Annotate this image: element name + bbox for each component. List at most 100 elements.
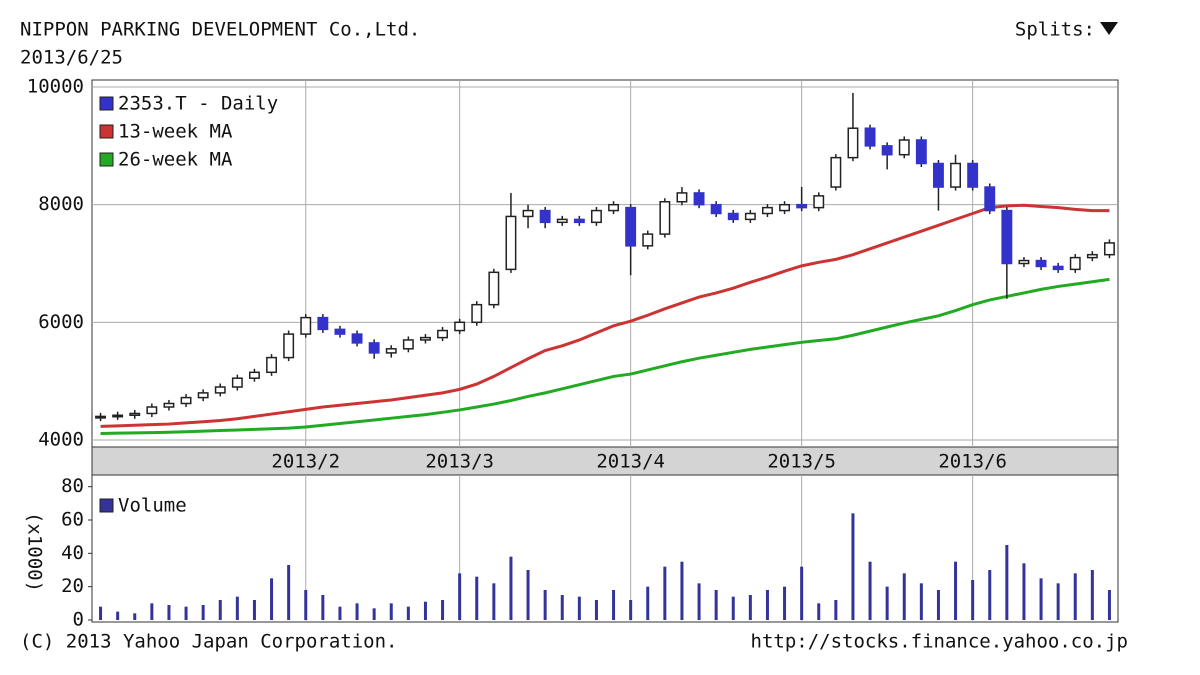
candle-body	[95, 415, 107, 419]
candle-body	[693, 192, 705, 206]
volume-bar	[714, 590, 718, 620]
y-tick-label: 8000	[38, 193, 84, 215]
volume-bar	[851, 513, 855, 620]
candle-body	[129, 412, 141, 416]
volume-bar	[902, 573, 906, 620]
source-url: http://stocks.finance.yahoo.co.jp	[751, 631, 1129, 653]
candle-body	[437, 329, 449, 339]
y-tick-label: 20	[61, 575, 84, 597]
candle-body	[932, 162, 944, 188]
candle-body	[471, 303, 483, 324]
candle-body	[710, 203, 722, 215]
volume-bar	[1039, 578, 1043, 620]
volume-bar	[783, 586, 787, 620]
legend-swatch	[99, 96, 114, 111]
candle-body	[385, 348, 397, 354]
candle-body	[351, 333, 363, 344]
candle-body	[915, 139, 927, 165]
volume-bar	[919, 583, 923, 620]
price-panel	[91, 79, 1119, 448]
candle-body	[864, 127, 876, 147]
candle-body	[1001, 209, 1013, 265]
volume-bar	[526, 570, 530, 620]
volume-bar	[971, 580, 975, 620]
legend-label: 26-week MA	[118, 149, 233, 171]
x-tick-label: 2013/4	[596, 451, 665, 473]
volume-bar	[868, 561, 872, 620]
candle-body	[967, 162, 979, 188]
x-tick-label: 2013/6	[938, 451, 1007, 473]
volume-bar	[270, 578, 274, 620]
legend-label: Volume	[118, 495, 187, 517]
candle-body	[1035, 259, 1047, 268]
candle-body	[1052, 265, 1064, 271]
volume-bar	[372, 608, 376, 620]
candle-body	[881, 145, 893, 156]
candle-body	[248, 371, 260, 379]
y-tick-label: 40	[61, 542, 84, 564]
volume-bar	[338, 606, 342, 620]
volume-bar	[936, 590, 940, 620]
ma-line	[100, 277, 1110, 435]
candle-body	[197, 392, 209, 399]
candle-body	[214, 386, 226, 394]
ma-line	[100, 203, 1110, 428]
volume-bar	[99, 606, 103, 620]
volume-bar	[834, 600, 838, 620]
candle-body	[300, 316, 312, 335]
volume-bar	[1056, 583, 1060, 620]
legend-swatch	[99, 498, 114, 513]
candle-body	[283, 333, 295, 359]
candle-body	[898, 139, 910, 156]
y-tick-label: 60	[61, 509, 84, 531]
date-band	[91, 446, 1119, 476]
volume-bar	[954, 561, 958, 620]
candle-body	[1018, 259, 1030, 265]
candle-body	[813, 195, 825, 209]
candle-body	[368, 342, 380, 354]
volume-bar	[355, 603, 359, 620]
volume-bar	[475, 576, 479, 620]
x-tick-label: 2013/2	[271, 451, 340, 473]
copyright: (C) 2013 Yahoo Japan Corporation.	[20, 631, 398, 653]
candle-body	[505, 215, 517, 271]
candle-body	[573, 218, 585, 224]
legend-label: 2353.T - Daily	[118, 93, 278, 115]
volume-bar	[817, 603, 821, 620]
volume-bar	[697, 583, 701, 620]
candle-body	[625, 206, 637, 247]
legend-swatch	[99, 124, 114, 139]
volume-bar	[458, 573, 462, 620]
volume-bar	[1090, 570, 1094, 620]
volume-bar	[594, 600, 598, 620]
volume-bar	[321, 595, 325, 620]
volume-bar	[201, 605, 205, 620]
y-tick-label: 80	[61, 475, 84, 497]
candle-body	[419, 336, 431, 341]
candle-body	[642, 233, 654, 247]
candle-body	[556, 218, 568, 224]
volume-bar	[1022, 563, 1026, 620]
volume-bar	[252, 600, 256, 620]
volume-bar	[680, 561, 684, 620]
splits-arrow[interactable]	[1100, 22, 1118, 35]
volume-bar	[218, 600, 222, 620]
candle-body	[1086, 253, 1098, 259]
candle-body	[402, 339, 414, 350]
candle-body	[744, 212, 756, 221]
volume-bar	[748, 595, 752, 620]
candle-body	[1069, 256, 1081, 271]
candle-body	[1103, 242, 1115, 256]
x-tick-label: 2013/5	[767, 451, 836, 473]
volume-bar	[167, 605, 171, 620]
candle-body	[727, 212, 739, 221]
candle-body	[539, 209, 551, 224]
candle-body	[334, 328, 346, 335]
x-tick-label: 2013/3	[425, 451, 494, 473]
candle-body	[266, 356, 278, 374]
volume-bar	[612, 590, 616, 620]
candle-body	[317, 316, 329, 331]
splits-label[interactable]: Splits:	[1015, 19, 1095, 41]
